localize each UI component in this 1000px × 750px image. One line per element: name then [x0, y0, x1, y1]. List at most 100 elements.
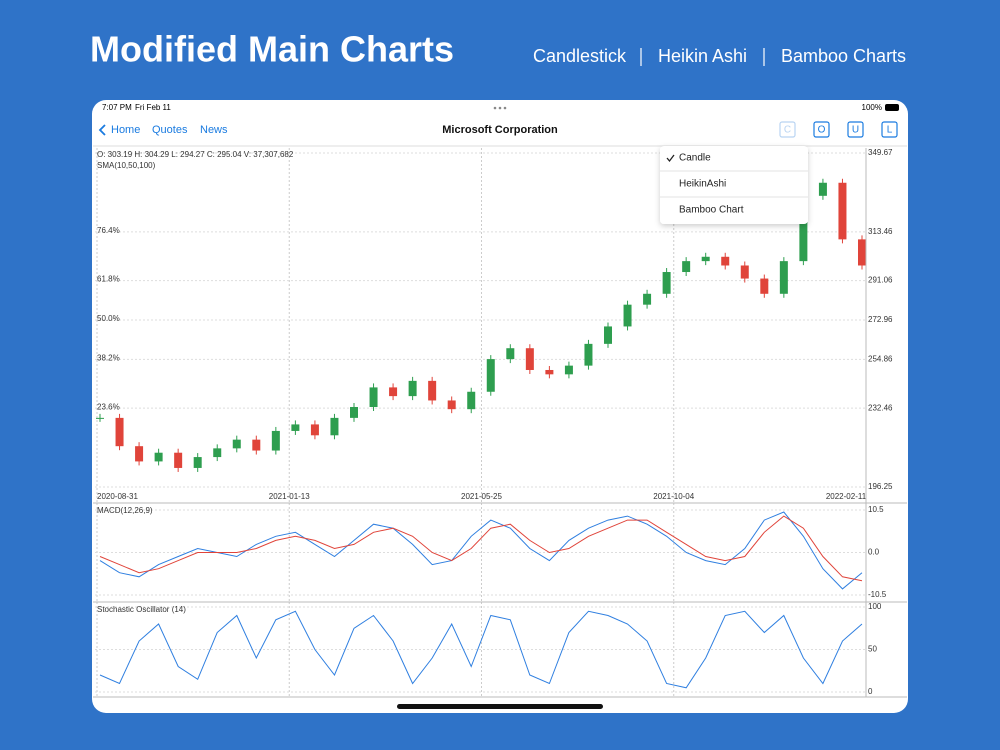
candle-body [389, 387, 398, 397]
menu-panel [660, 146, 808, 224]
toolbar-button-label[interactable]: L [887, 125, 893, 136]
candle-body [838, 182, 847, 240]
status-battery: 100% [862, 103, 882, 112]
indicator-line [99, 610, 863, 689]
candle-body [740, 265, 749, 279]
candle-body [760, 278, 769, 294]
x-tick-label: 2021-01-13 [269, 492, 310, 501]
y-tick-label: 272.96 [868, 315, 893, 324]
nav-link[interactable]: Quotes [152, 124, 188, 136]
nav-link[interactable]: Home [111, 124, 140, 136]
candle-body [545, 369, 554, 375]
candle-body [525, 348, 534, 370]
nav-title: Microsoft Corporation [442, 124, 558, 136]
y-tick-label: 0 [868, 687, 873, 696]
toolbar-button[interactable] [813, 121, 830, 138]
candle-body [154, 452, 163, 462]
candle-body [135, 446, 144, 462]
toolbar-button[interactable] [881, 121, 898, 138]
candle-body [96, 417, 104, 419]
fib-level-label: 61.8% [97, 275, 120, 284]
candle-body [291, 424, 300, 431]
candle-body [369, 387, 378, 407]
candle-body [310, 424, 319, 436]
y-tick-label: 254.86 [868, 355, 893, 364]
back-chevron[interactable] [98, 124, 106, 136]
menu-checkmark [666, 154, 675, 163]
candle-body [779, 261, 788, 294]
candle-body [623, 304, 632, 327]
candle-body [467, 391, 476, 410]
panel-title: MACD(12,26,9) [97, 506, 153, 515]
ohlc-info: O: 303.19 H: 304.29 L: 294.27 C: 295.04 … [97, 150, 294, 159]
tab: Candlestick [533, 46, 627, 66]
y-tick-label: 196.25 [868, 482, 893, 491]
menu-item[interactable]: Bamboo Chart [679, 205, 744, 216]
candle-body [232, 439, 241, 449]
y-tick-label: 50 [868, 645, 877, 654]
indicator-line [99, 515, 863, 582]
toolbar-button[interactable] [779, 121, 796, 138]
y-tick-label: 232.46 [868, 403, 893, 412]
fib-level-label: 38.2% [97, 354, 120, 363]
panel-title: Stochastic Oscillator (14) [97, 605, 186, 614]
status-date: Fri Feb 11 [135, 103, 171, 112]
tab: Bamboo Charts [781, 46, 906, 66]
candle-body [486, 359, 495, 392]
toolbar-button-label[interactable]: U [852, 125, 859, 136]
candle-body [858, 239, 866, 266]
y-tick-label: 313.46 [868, 227, 893, 236]
y-tick-label: 291.06 [868, 276, 893, 285]
candle-body [428, 380, 437, 401]
candle-body [799, 195, 808, 262]
status-time: 7:07 PM [102, 103, 132, 112]
tab: Heikin Ashi [658, 46, 747, 66]
candle-body [193, 457, 202, 468]
x-tick-label: 2022-02-11 [826, 492, 867, 501]
candle-body [643, 293, 652, 305]
chart-type-menu: Candle HeikinAshi Bamboo Chart [660, 146, 808, 224]
candle-body [506, 348, 515, 360]
candle-body [350, 406, 358, 418]
x-tick-label: 2021-10-04 [653, 492, 694, 501]
fib-level-label: 76.4% [97, 226, 120, 235]
candle-body [701, 256, 710, 262]
y-tick-label: 100 [868, 602, 882, 611]
candle-body [721, 256, 730, 266]
candle-body [662, 272, 671, 294]
candle-body [115, 417, 124, 447]
candle-body [330, 417, 339, 436]
candle-body [408, 380, 417, 397]
candle-body [252, 439, 261, 451]
x-tick-label: 2021-05-25 [461, 492, 502, 501]
nav-link[interactable]: News [200, 124, 228, 136]
fib-level-label: 23.6% [97, 402, 120, 411]
candle-body [564, 365, 573, 375]
candle-body [271, 430, 280, 451]
candle-body [682, 261, 691, 273]
y-tick-label: 0.0 [868, 548, 880, 557]
candle-body [174, 452, 183, 468]
overlay-label: SMA(10,50,100) [97, 161, 156, 170]
toolbar-button-label[interactable]: C [784, 125, 791, 136]
y-tick-label: 349.67 [868, 148, 893, 157]
candle-body [818, 182, 827, 196]
battery-icon [885, 104, 899, 111]
headline: Modified Main Charts [90, 29, 454, 70]
y-tick-label: 10.5 [868, 505, 884, 514]
menu-item[interactable]: Candle [679, 153, 711, 164]
multitask-dots [493, 106, 507, 110]
y-tick-label: -10.5 [868, 590, 887, 599]
candle-body [584, 343, 593, 366]
candle-body [213, 448, 222, 458]
x-tick-label: 2020-08-31 [97, 492, 138, 501]
indicator-line [99, 511, 863, 590]
toolbar-button[interactable] [847, 121, 864, 138]
menu-item[interactable]: HeikinAshi [679, 179, 726, 190]
home-indicator [397, 704, 603, 709]
candle-body [447, 400, 456, 410]
candle-body [604, 326, 612, 344]
toolbar-button-label[interactable]: O [818, 125, 826, 136]
